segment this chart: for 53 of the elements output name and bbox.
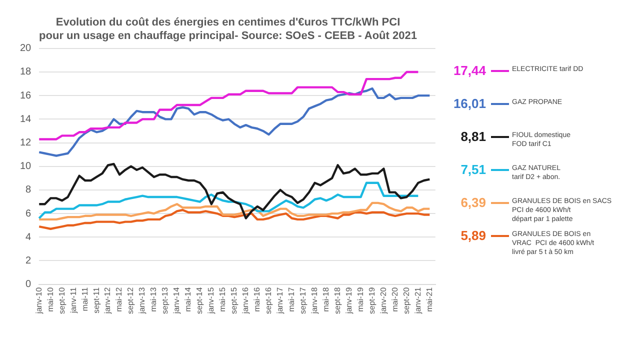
text: 5,89 — [460, 228, 486, 243]
text: 16,01 — [452, 96, 486, 111]
chart-title: Evolution du coût des énergies en centimes d'€uros TTC/kWh PCI pour un usage en chauffage principal- Source: SOeS - CEEB - Août 2021 — [39, 16, 417, 42]
y-tick-label: 12 — [20, 138, 32, 149]
x-tick-label: janv-13 — [138, 286, 147, 315]
x-tick-label: mai-20 — [390, 286, 400, 312]
x-tick-label: sept-11 — [92, 286, 101, 314]
x-tick-label: mai-12 — [114, 286, 124, 312]
x-tick-label: sept-12 — [126, 286, 136, 314]
y-tick-label: 6 — [26, 208, 32, 220]
y-tick-label: 2 — [26, 255, 32, 266]
x-tick-label: sept-15 — [230, 286, 239, 314]
x-tick-label: mai-15 — [218, 286, 228, 312]
x-tick-label: sept-13 — [160, 286, 170, 314]
x-tick-label: janv-14 — [172, 286, 182, 315]
x-tick-label: janv-18 — [310, 286, 319, 315]
x-tick-label: mai-14 — [184, 286, 193, 312]
x-tick-label: janv-11 — [68, 286, 78, 314]
x-tick-label: mai-11 — [80, 286, 90, 312]
x-tick-label: mai-13 — [149, 286, 158, 312]
x-tick-label: sept-16 — [264, 286, 274, 314]
y-tick-label: 18 — [20, 66, 32, 78]
text: 7,51 — [460, 162, 486, 177]
x-tick-label: sept-18 — [332, 286, 342, 314]
text: 17,44 — [452, 63, 486, 78]
x-tick-label: janv-20 — [378, 286, 388, 315]
x-tick-label: sept-19 — [367, 286, 376, 314]
y-tick-label: 14 — [20, 114, 32, 125]
x-tick-label: janv-17 — [276, 286, 285, 315]
x-tick-label: mai-21 — [424, 286, 434, 312]
x-tick-label: janv-19 — [344, 286, 354, 315]
x-tick-label: janv-15 — [206, 286, 216, 315]
x-tick-label: janv-10 — [34, 286, 44, 315]
text: 6,39 — [460, 195, 486, 210]
x-tick-label: sept-14 — [195, 286, 204, 314]
y-tick-label: 16 — [20, 90, 32, 102]
x-tick-label: sept-20 — [402, 286, 411, 314]
x-tick-label: mai-18 — [321, 286, 330, 312]
y-tick-label: 8 — [26, 184, 32, 196]
y-tick-label: 10 — [20, 161, 32, 172]
x-tick-label: sept-17 — [298, 286, 308, 314]
x-tick-label: janv-16 — [241, 286, 250, 315]
x-tick-label: mai-16 — [252, 286, 262, 312]
x-tick-label: mai-19 — [356, 286, 365, 312]
y-tick-label: 4 — [26, 232, 32, 243]
x-tick-label: janv-21 — [413, 286, 422, 315]
y-tick-label: 20 — [20, 43, 32, 54]
x-tick-label: sept-10 — [57, 286, 66, 314]
text: 8,81 — [460, 129, 486, 144]
y-tick-label: 0 — [26, 279, 32, 290]
x-tick-label: janv-12 — [103, 286, 112, 315]
x-tick-label: mai-10 — [46, 286, 55, 312]
x-tick-label: mai-17 — [287, 286, 296, 312]
